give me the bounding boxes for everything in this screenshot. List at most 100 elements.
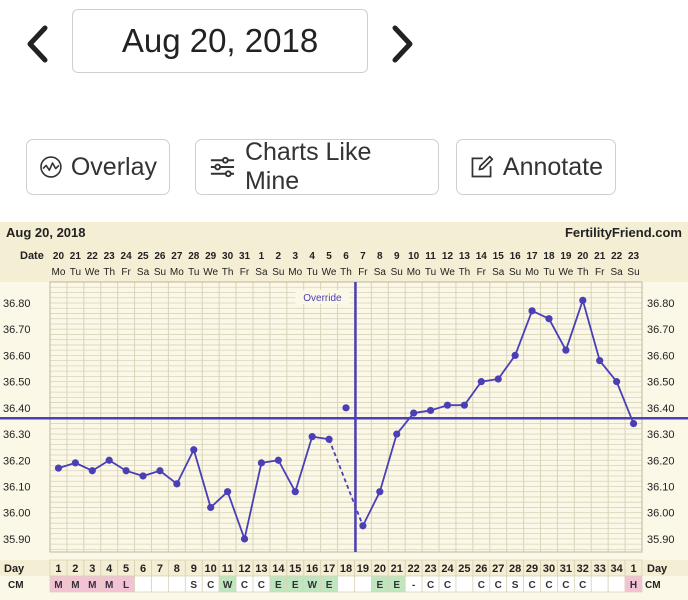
weekday-cell: Su: [272, 267, 284, 278]
temp-point[interactable]: [88, 467, 96, 475]
date-cell: 4: [309, 251, 315, 262]
temp-point[interactable]: [460, 401, 468, 409]
cm-cell-label: M: [71, 580, 79, 591]
weekday-cell: Fr: [240, 267, 250, 278]
temp-point[interactable]: [477, 378, 485, 386]
date-cell: 23: [628, 251, 640, 262]
temp-point[interactable]: [342, 404, 350, 412]
temp-point[interactable]: [376, 488, 384, 496]
day-cell: 13: [255, 563, 267, 575]
override-label-bg: [295, 290, 350, 304]
day-cell: 8: [174, 563, 180, 575]
chart-plot: Override: [0, 282, 688, 552]
charts-like-mine-label: Charts Like Mine: [244, 138, 372, 195]
date-cell: 27: [171, 251, 183, 262]
date-cell: 28: [188, 251, 200, 262]
temp-point[interactable]: [528, 307, 536, 315]
temp-point[interactable]: [291, 488, 299, 496]
previous-day-button[interactable]: [18, 18, 58, 70]
temp-line-segment: [463, 381, 483, 406]
overlay-button[interactable]: Overlay: [26, 139, 170, 195]
cm-cell-label: M: [105, 580, 113, 591]
weekday-cell: Sa: [255, 267, 268, 278]
temp-point[interactable]: [122, 467, 130, 475]
temp-point[interactable]: [173, 480, 181, 488]
y-tick-label-right: 36.80: [647, 298, 675, 310]
annotate-button[interactable]: Annotate: [456, 139, 616, 195]
temp-point[interactable]: [224, 488, 232, 496]
day-cell: 4: [106, 563, 113, 575]
temp-point[interactable]: [156, 467, 164, 475]
weekday-cell: Th: [340, 267, 352, 278]
date-cell: 2: [276, 251, 282, 262]
date-cell: 15: [493, 251, 505, 262]
y-tick-label-left: 36.80: [3, 298, 31, 310]
temp-point[interactable]: [207, 503, 215, 512]
charts-like-mine-button[interactable]: Charts Like Mine: [195, 138, 439, 195]
temp-point[interactable]: [257, 459, 266, 467]
temp-point[interactable]: [359, 522, 367, 530]
date-cell: 29: [205, 251, 217, 262]
y-tick-label-right: 36.30: [647, 429, 675, 441]
temp-point[interactable]: [511, 351, 519, 359]
weekday-cell: Tu: [307, 267, 318, 278]
temp-point[interactable]: [190, 446, 198, 454]
temp-point[interactable]: [562, 346, 570, 354]
override-label: Override: [303, 293, 342, 304]
weekday-cell: Fr: [595, 267, 605, 278]
day-cell: 24: [441, 563, 454, 575]
temp-line-segment: [514, 310, 533, 356]
cm-cell-label: C: [528, 580, 535, 591]
y-tick-label-left: 36.40: [3, 403, 31, 415]
date-cell: 7: [360, 251, 366, 262]
weekday-cell: Sa: [374, 267, 387, 278]
temp-point[interactable]: [629, 419, 638, 428]
bbt-chart[interactable]: Aug 20, 2018 FertilityFriend.com Date 20…: [0, 222, 688, 600]
date-cell: 8: [377, 251, 383, 262]
day-cell: 29: [526, 563, 538, 575]
cm-cell: [607, 575, 626, 593]
y-tick-label-left: 35.90: [3, 534, 31, 546]
temp-point[interactable]: [105, 456, 113, 464]
temp-point[interactable]: [393, 430, 401, 438]
y-tick-label-left: 36.10: [3, 481, 31, 493]
temp-point[interactable]: [240, 535, 249, 543]
temp-point[interactable]: [596, 357, 604, 365]
temp-point[interactable]: [139, 472, 147, 480]
date-picker[interactable]: Aug 20, 2018: [72, 9, 368, 73]
day-cell: 34: [611, 563, 624, 575]
temp-point[interactable]: [274, 456, 282, 464]
temp-point[interactable]: [494, 375, 502, 383]
day-cell: 1: [630, 563, 636, 575]
day-cell: 22: [408, 563, 420, 575]
temp-point[interactable]: [443, 401, 452, 409]
cm-cell-label: S: [190, 580, 197, 591]
cm-cell-label: E: [393, 580, 400, 591]
day-cell: 2: [72, 563, 78, 575]
weekday-cell: Th: [577, 267, 589, 278]
temp-point[interactable]: [579, 296, 587, 304]
temp-point[interactable]: [308, 433, 316, 441]
temp-point[interactable]: [325, 435, 333, 443]
next-day-button[interactable]: [382, 18, 422, 70]
date-cell: 18: [543, 251, 555, 262]
y-tick-label-right: 36.60: [647, 350, 675, 362]
chevron-right-icon: [392, 25, 413, 63]
cm-cell-label: S: [512, 580, 519, 591]
y-tick-label-left: 36.20: [3, 455, 31, 467]
temp-point[interactable]: [545, 315, 553, 323]
cm-cell-label: W: [307, 580, 317, 591]
day-cell: 15: [289, 563, 301, 575]
temp-point[interactable]: [54, 464, 63, 472]
temp-point[interactable]: [71, 459, 79, 467]
date-cell: 31: [239, 251, 251, 262]
day-row-label-right: Day: [647, 563, 668, 575]
day-cell: 9: [191, 563, 197, 575]
temp-point[interactable]: [613, 378, 621, 386]
day-cell: 7: [157, 563, 163, 575]
temp-point[interactable]: [426, 406, 435, 415]
day-cell: 18: [340, 563, 352, 575]
weekday-cell: Th: [222, 267, 234, 278]
cm-cell-label: C: [427, 580, 434, 591]
temp-point[interactable]: [410, 409, 418, 417]
